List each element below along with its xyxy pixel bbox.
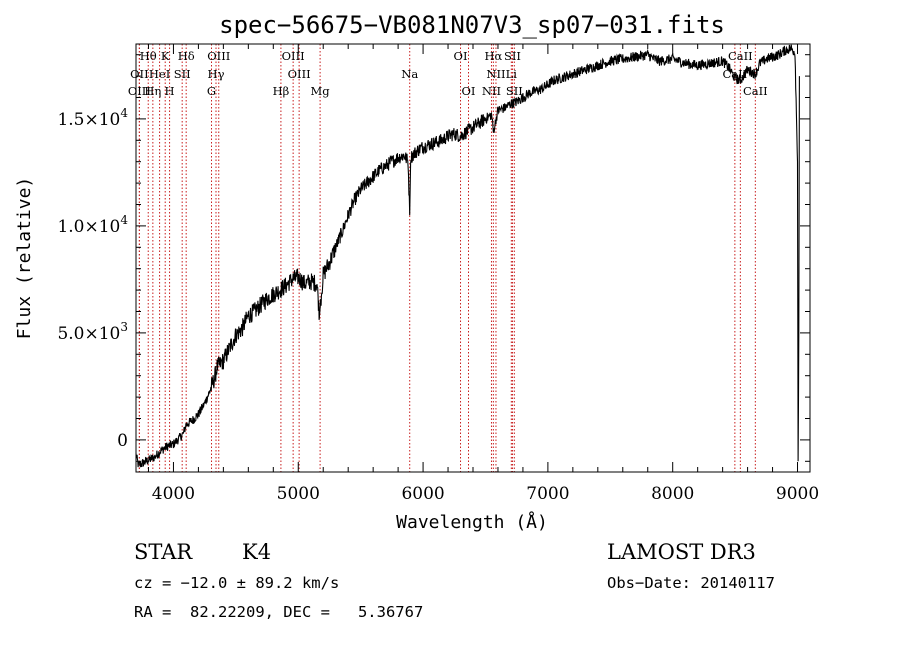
- y-tick-mantissa: 0: [117, 431, 128, 451]
- y-tick-exponent: 4: [120, 213, 128, 227]
- x-tick-label: 5000: [277, 484, 320, 504]
- x-tick-label: 4000: [152, 484, 195, 504]
- line-label: Hθ: [140, 49, 157, 63]
- line-label: Hγ: [208, 67, 225, 81]
- line-label: OIII: [128, 84, 151, 98]
- line-label: Mg: [311, 84, 331, 98]
- y-tick-exponent: 4: [120, 106, 128, 120]
- object-type: STAR: [134, 540, 193, 564]
- y-tick-mantissa: 1.5×10: [57, 110, 120, 130]
- y-tick-label: 1.5×104: [57, 106, 128, 130]
- spectrum-line: [135, 44, 800, 468]
- line-label: OIII: [282, 49, 305, 63]
- x-tick-label: 8000: [651, 484, 694, 504]
- obs-date-text: Obs−Date: 20140117: [607, 574, 775, 592]
- line-label: SII: [504, 49, 521, 63]
- line-label: OII: [130, 67, 149, 81]
- line-label: Hα: [484, 49, 502, 63]
- line-label: H: [165, 84, 175, 98]
- spectral-line-markers: [138, 44, 756, 472]
- x-axis-label: Wavelength (Å): [396, 511, 548, 533]
- y-tick-label: 0: [117, 431, 128, 451]
- line-label: OIII: [207, 49, 230, 63]
- line-label: NII: [486, 67, 505, 81]
- line-label: CaII: [728, 49, 753, 63]
- line-label: Hβ: [273, 84, 290, 98]
- survey-name: LAMOST DR3: [607, 540, 756, 564]
- line-label: K: [161, 49, 170, 63]
- x-axis: 4000 5000 6000 7000 8000 9000: [147, 44, 819, 504]
- line-label: SII: [506, 84, 523, 98]
- line-label: Li: [506, 67, 518, 81]
- line-label: Hδ: [178, 49, 195, 63]
- line-label: OI: [462, 84, 476, 98]
- y-tick-label: 5.0×103: [57, 320, 128, 344]
- x-tick-label: 7000: [526, 484, 569, 504]
- y-tick-mantissa: 1.0×10: [57, 217, 120, 237]
- line-label: G: [207, 84, 216, 98]
- coordinates-text: RA = 82.22209, DEC = 5.36767: [134, 603, 424, 621]
- y-axis-label: Flux (relative): [14, 177, 35, 340]
- y-tick-label: 1.0×104: [57, 213, 128, 237]
- line-label: CaII: [743, 84, 768, 98]
- plot-frame: [135, 43, 811, 473]
- x-tick-label: 9000: [776, 484, 819, 504]
- line-label: SII: [174, 67, 191, 81]
- line-label: OIII: [288, 67, 311, 81]
- line-label: Hη: [144, 84, 161, 98]
- line-label: Na: [401, 67, 418, 81]
- y-tick-exponent: 3: [120, 320, 128, 334]
- line-label: OI: [454, 49, 468, 63]
- line-label: HeI: [149, 67, 170, 81]
- line-label: NII: [482, 84, 501, 98]
- spectral-subclass: K4: [242, 540, 272, 564]
- chart-title: spec−56675−VB081N07V3_sp07−031.fits: [219, 11, 725, 39]
- redshift-text: cz = −12.0 ± 89.2 km/s: [134, 574, 340, 592]
- y-tick-mantissa: 5.0×10: [57, 324, 120, 344]
- x-tick-label: 6000: [401, 484, 444, 504]
